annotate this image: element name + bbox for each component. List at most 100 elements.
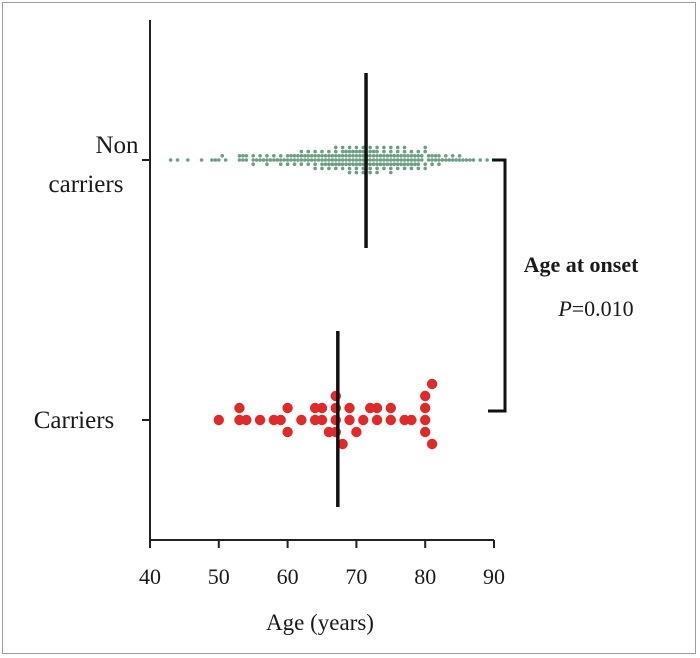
non-carrier-point [358, 149, 362, 154]
non-carrier-point [423, 145, 428, 150]
non-carrier-point [333, 149, 338, 154]
non-carrier-point [251, 154, 255, 158]
carrier-point [406, 414, 417, 426]
non-carrier-point [354, 154, 359, 158]
non-carrier-point [382, 158, 386, 162]
non-carrier-point [354, 158, 359, 162]
non-carrier-point [223, 158, 228, 162]
non-carrier-point [340, 154, 345, 158]
non-carrier-point [409, 154, 414, 158]
non-carrier-point [402, 154, 407, 158]
non-carrier-point [358, 162, 362, 166]
x-tick-label-60: 60 [277, 564, 299, 589]
x-tick-label-90: 90 [483, 564, 505, 589]
non-carrier-point [344, 158, 348, 162]
non-carrier-point [320, 158, 324, 162]
non-carrier-point [333, 154, 338, 158]
non-carrier-point [303, 158, 307, 162]
non-carrier-point [313, 158, 317, 162]
non-carrier-point [340, 158, 345, 162]
non-carrier-point [296, 154, 300, 158]
non-carrier-point [275, 158, 280, 162]
x-axis-ticks: 40 50 60 70 80 90 [139, 159, 505, 589]
x-axis-title: Age (years) [266, 610, 374, 635]
non-carrier-point [258, 158, 262, 162]
non-carrier-point [382, 162, 386, 166]
non-carrier-point [309, 154, 314, 158]
non-carrier-point [416, 149, 421, 154]
non-carrier-point [347, 149, 352, 154]
data-points [168, 145, 489, 450]
non-carrier-point [433, 154, 438, 158]
carrier-point [420, 426, 431, 438]
non-carrier-point [430, 154, 434, 158]
category-label-non-carriers-line1: Non [95, 132, 139, 159]
non-carrier-point [402, 166, 407, 171]
non-carrier-point [237, 158, 242, 162]
non-carrier-point [313, 162, 317, 166]
non-carrier-point [313, 149, 317, 154]
non-carrier-point [272, 158, 276, 162]
non-carrier-point [251, 158, 255, 162]
median-lines [336, 73, 368, 507]
non-carrier-point [292, 162, 297, 166]
carrier-point [385, 402, 396, 414]
non-carrier-point [375, 158, 379, 162]
non-carrier-point [358, 154, 362, 158]
non-carrier-point [402, 149, 407, 154]
non-carrier-point [327, 154, 331, 158]
carrier-point [282, 402, 293, 414]
non-carrier-point [186, 158, 190, 162]
non-carrier-point [368, 158, 372, 162]
non-carrier-point [220, 154, 225, 158]
non-carrier-point [389, 154, 393, 158]
non-carrier-point [337, 158, 342, 162]
non-carrier-point [399, 158, 403, 162]
non-carrier-point [323, 162, 328, 166]
non-carrier-point [333, 145, 338, 150]
non-carrier-point [450, 154, 455, 158]
category-label-non-carriers-line2: carriers [49, 171, 124, 198]
non-carrier-point [306, 154, 311, 158]
non-carrier-point [389, 145, 393, 150]
non-carrier-point [444, 154, 448, 158]
carrier-point [358, 414, 369, 426]
non-carrier-point [375, 170, 379, 175]
non-carrier-point [354, 162, 359, 166]
non-carrier-point [351, 162, 355, 166]
non-carrier-point [358, 158, 362, 162]
non-carrier-point [309, 158, 314, 162]
non-carrier-point [272, 154, 276, 158]
carrier-point [344, 414, 355, 426]
non-carrier-point [327, 158, 331, 162]
non-carrier-point [440, 158, 445, 162]
non-carrier-point [437, 154, 441, 158]
x-tick-label-40: 40 [139, 564, 161, 589]
non-carrier-point [382, 166, 386, 171]
non-carrier-point [278, 162, 283, 166]
non-carrier-point [437, 162, 441, 166]
carrier-point [282, 426, 293, 438]
non-carrier-point [361, 154, 366, 158]
carrier-point [337, 438, 348, 450]
non-carrier-point [392, 162, 397, 166]
non-carrier-point [423, 149, 428, 154]
non-carrier-point [382, 154, 386, 158]
non-carrier-point [385, 154, 390, 158]
non-carrier-point [399, 154, 403, 158]
non-carrier-point [320, 166, 324, 171]
non-carrier-point [258, 154, 262, 158]
carrier-point [426, 438, 438, 450]
non-carrier-point [299, 158, 304, 162]
non-carrier-point [375, 154, 379, 158]
non-carrier-point [268, 158, 273, 162]
non-carrier-point [395, 149, 400, 154]
non-carrier-point [378, 162, 383, 166]
non-carrier-point [371, 154, 376, 158]
non-carrier-point [413, 158, 417, 162]
comparison-p-value: P=0.010 [557, 296, 633, 321]
non-carrier-point [368, 162, 372, 166]
non-carrier-point [406, 162, 410, 166]
